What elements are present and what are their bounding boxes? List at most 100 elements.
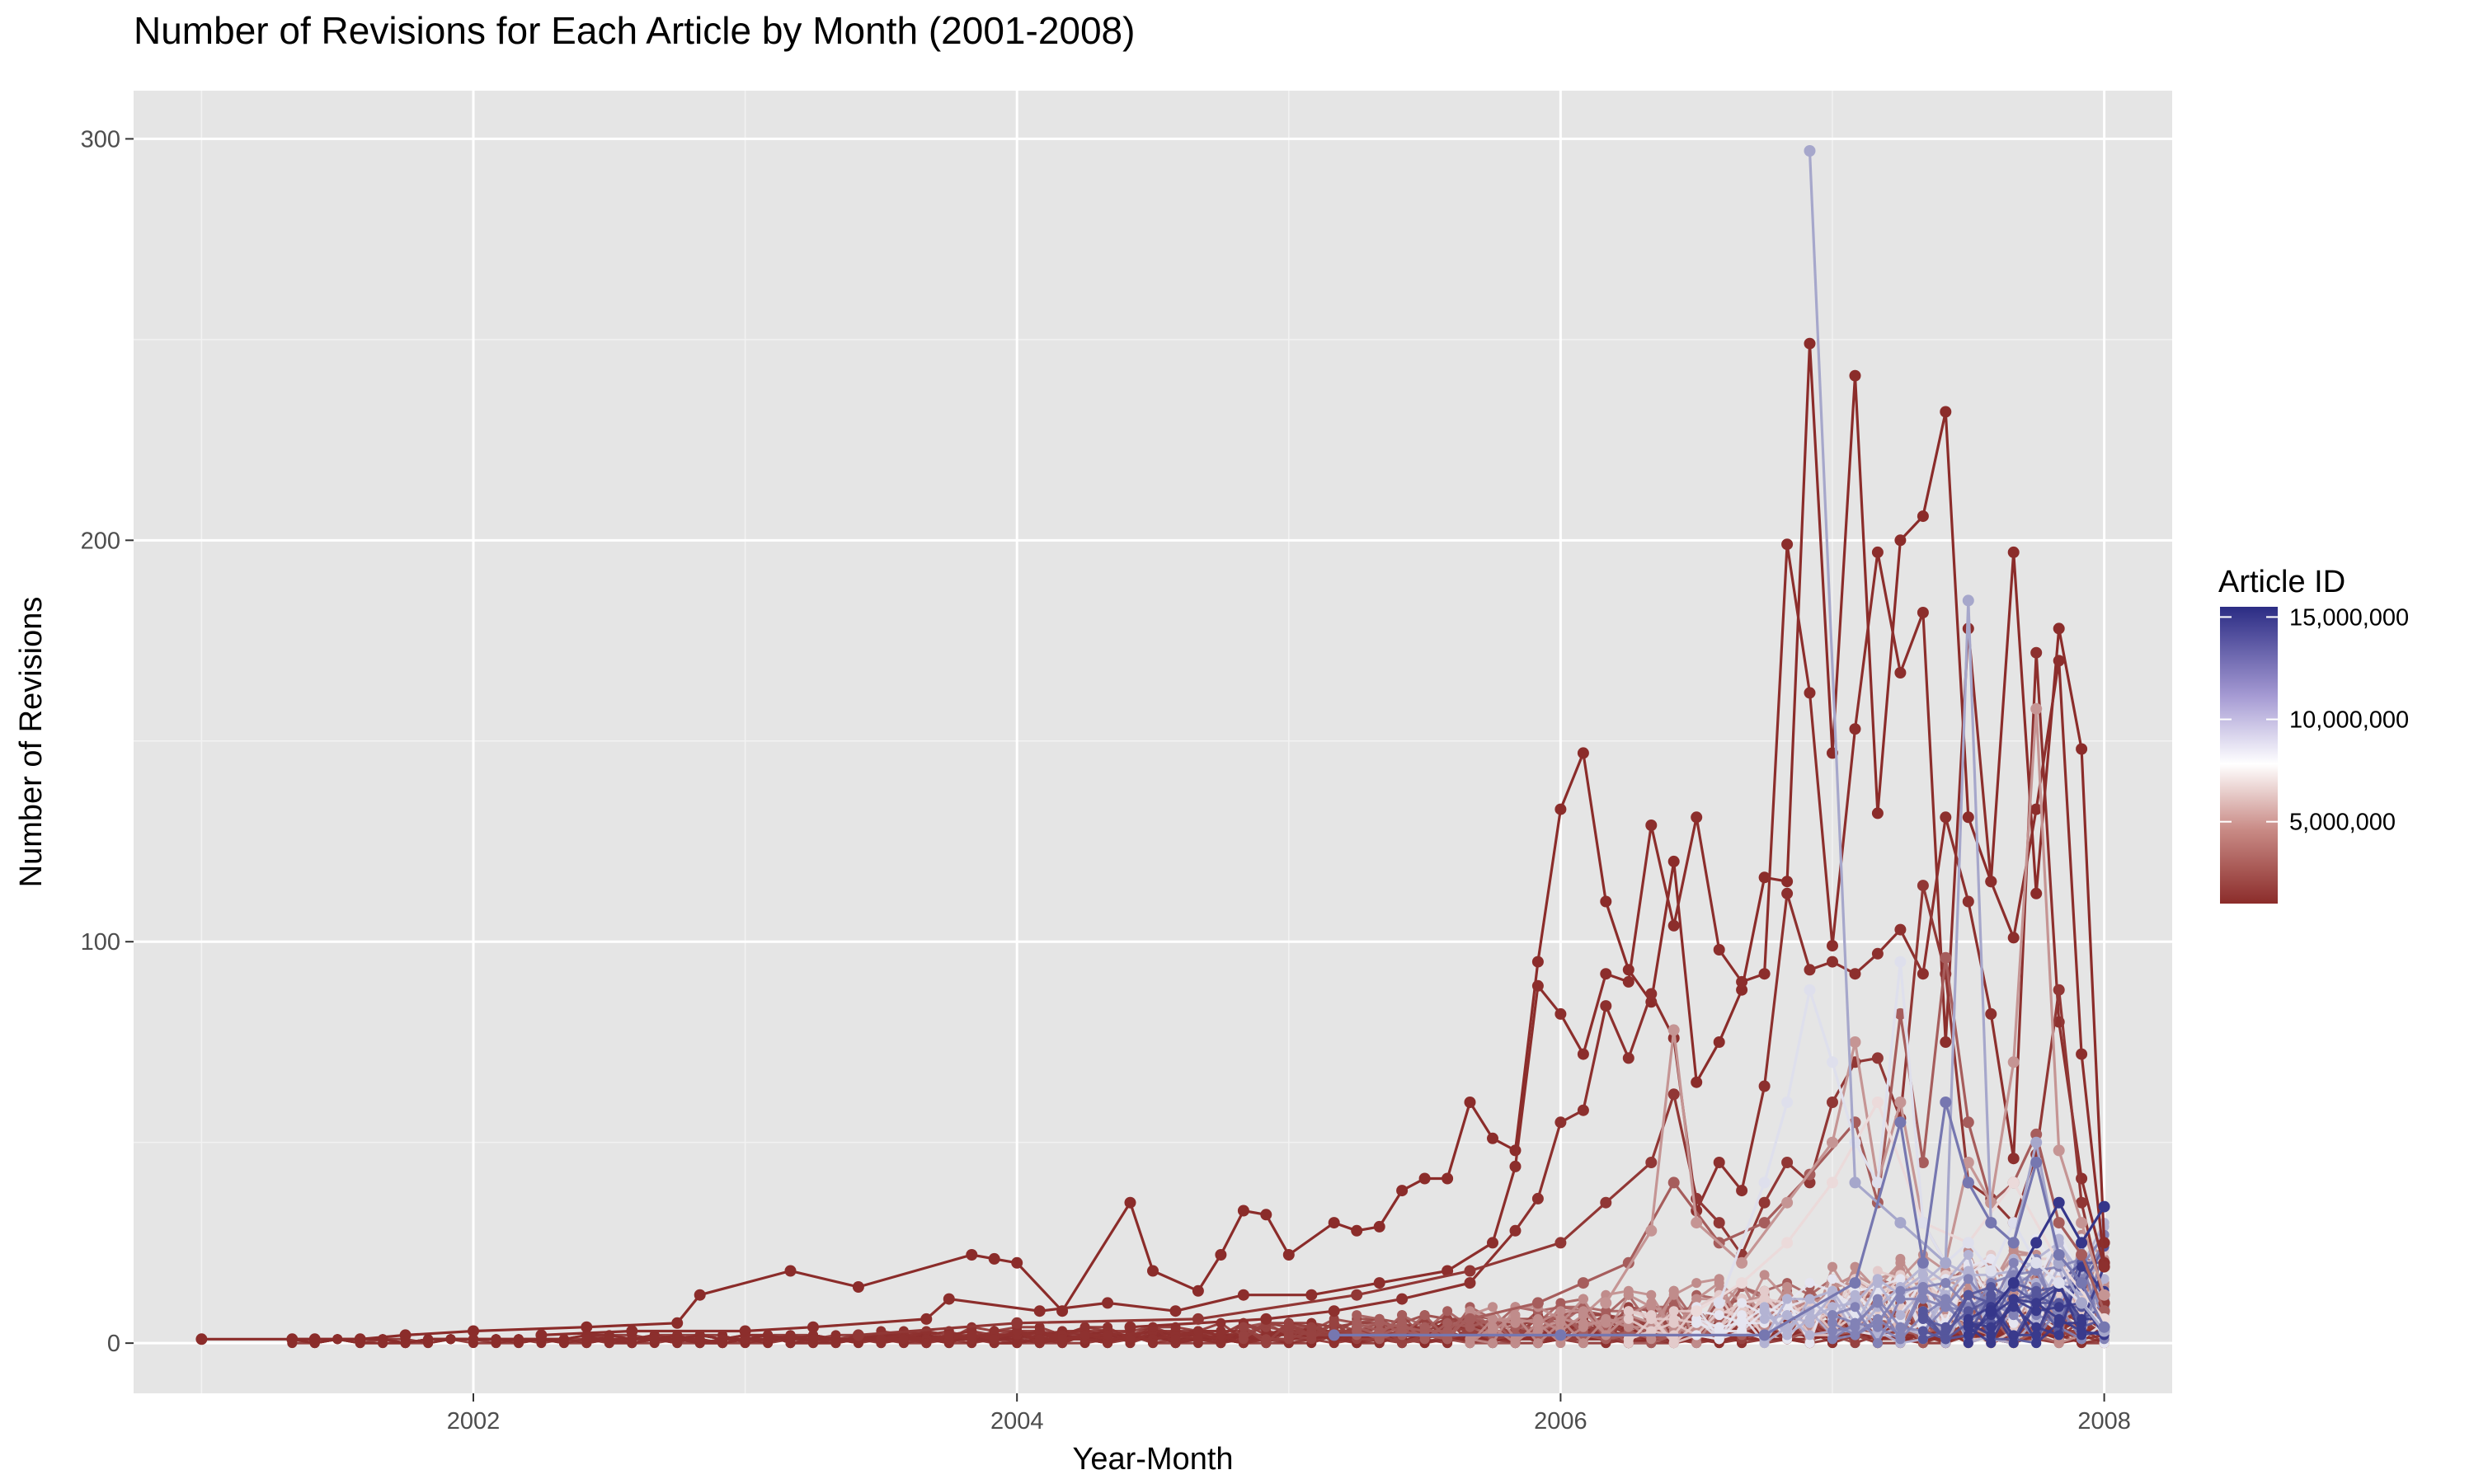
legend: Article ID 5,000,000 10,000,000 15,000,000 [2218, 565, 2409, 904]
data-point [1962, 895, 1974, 908]
data-point [1600, 1000, 1612, 1012]
cluster-point [445, 1334, 456, 1345]
data-point [1871, 1052, 1884, 1064]
cluster-point [1012, 1338, 1023, 1349]
cluster-point [1601, 1306, 1611, 1317]
cluster-point [378, 1338, 388, 1349]
data-point [2007, 932, 2020, 944]
data-point [2030, 887, 2043, 899]
data-point [852, 1329, 864, 1341]
data-point [1917, 607, 1929, 618]
data-point [1554, 1237, 1567, 1249]
data-point [1804, 984, 1816, 996]
data-point [1871, 546, 1884, 558]
data-point [2053, 1249, 2065, 1261]
x-tick-label: 2006 [1534, 1408, 1587, 1435]
data-point [1487, 1237, 1498, 1249]
cluster-point [1646, 1289, 1657, 1300]
data-point [1645, 1157, 1658, 1168]
cluster-point [1737, 1298, 1747, 1308]
cluster-point [1917, 1334, 1928, 1345]
data-point [1962, 1116, 1974, 1129]
cluster-point [627, 1338, 637, 1349]
cluster-point [1532, 1326, 1543, 1336]
y-tick-label: 200 [81, 528, 120, 554]
cluster-point [1103, 1322, 1113, 1332]
x-tick-label: 2002 [447, 1408, 501, 1435]
data-point [1215, 1249, 1227, 1261]
data-point [1169, 1305, 1182, 1317]
data-point [2098, 1200, 2110, 1213]
data-point [1691, 1217, 1703, 1229]
cluster-point [1192, 1334, 1203, 1345]
data-point [1849, 1176, 1861, 1189]
cluster-point [1872, 1338, 1883, 1349]
data-point [1667, 1088, 1680, 1101]
chart-title: Number of Revisions for Each Article by … [134, 9, 1136, 52]
data-point [1282, 1249, 1295, 1261]
x-axis-title: Year-Month [1072, 1442, 1233, 1477]
data-point [2053, 1196, 2065, 1209]
data-point [1418, 1172, 1431, 1185]
data-point [1827, 1056, 1838, 1068]
data-point [920, 1313, 933, 1325]
data-point [2030, 1136, 2043, 1148]
data-point [1781, 876, 1794, 888]
series-1500000 [1124, 646, 2110, 1333]
data-point [1260, 1313, 1272, 1325]
data-point [1804, 145, 1816, 157]
cluster-point [1057, 1334, 1068, 1345]
cluster-point [989, 1334, 999, 1345]
cluster-point [1986, 1330, 1997, 1341]
data-point [1849, 1136, 1861, 1148]
cluster-point [1578, 1322, 1588, 1332]
cluster-point [1329, 1338, 1339, 1349]
data-point [1985, 1217, 1997, 1229]
data-point [1509, 1144, 1522, 1157]
cluster-point [1555, 1306, 1566, 1317]
cluster-point [2077, 1326, 2087, 1336]
cluster-point [763, 1330, 774, 1341]
data-point [354, 1333, 366, 1345]
cluster-point [1714, 1310, 1724, 1321]
cluster-point [1895, 1285, 1906, 1296]
data-point [1713, 1036, 1725, 1048]
cluster-point [1465, 1338, 1475, 1349]
data-point [1464, 1097, 1476, 1108]
cluster-point [1850, 1289, 1860, 1300]
data-point [1962, 1176, 1974, 1189]
data-point [1804, 1176, 1816, 1189]
cluster-point [423, 1334, 434, 1345]
data-point [1940, 1097, 1952, 1108]
cluster-point [1804, 1338, 1815, 1349]
cluster-point [1759, 1270, 1770, 1280]
cluster-point [1827, 1326, 1837, 1336]
data-point [2053, 1217, 2065, 1229]
series-12000000 [1328, 1097, 2110, 1341]
cluster-point [1691, 1338, 1702, 1349]
cluster-point [2053, 1313, 2064, 1324]
data-point [1192, 1313, 1204, 1325]
cluster-point [1623, 1285, 1634, 1296]
cluster-point [1963, 1274, 1973, 1284]
cluster-point [1963, 1317, 1973, 1328]
cluster-point [1419, 1310, 1430, 1321]
cluster-point [491, 1334, 501, 1345]
data-point [195, 1333, 208, 1345]
data-point [1940, 1036, 1952, 1048]
data-point [1849, 1277, 1861, 1289]
x-tick-label: 2004 [990, 1408, 1044, 1435]
data-point [2076, 743, 2088, 755]
data-point [1871, 947, 1884, 960]
legend-break-label: 10,000,000 [2289, 707, 2409, 734]
cluster-point [1442, 1317, 1453, 1328]
data-point [1917, 1157, 1929, 1168]
cluster-point [1872, 1274, 1883, 1284]
data-point [671, 1317, 684, 1329]
cluster-point [468, 1334, 478, 1345]
legend-title: Article ID [2218, 565, 2345, 599]
cluster-point [1691, 1294, 1702, 1304]
data-point [1736, 1185, 1748, 1197]
cluster-point [2053, 1330, 2064, 1341]
